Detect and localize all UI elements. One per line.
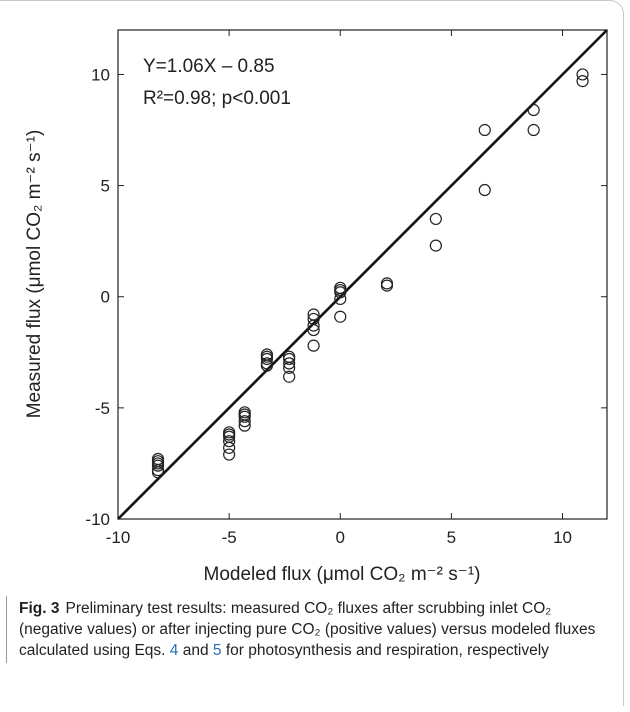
- x-tick-label: 10: [553, 528, 572, 547]
- x-tick-label: -10: [106, 528, 131, 547]
- point: [151, 459, 165, 472]
- point: [429, 212, 442, 226]
- point: [307, 319, 320, 332]
- point: [380, 277, 394, 290]
- x-tick-label: 5: [447, 528, 456, 547]
- chart: Modeled flux (μmol CO₂ m⁻² s⁻¹) Measured…: [24, 29, 608, 585]
- point: [151, 466, 165, 479]
- y-tick-label: 0: [101, 288, 110, 307]
- point: [334, 292, 347, 306]
- point: [283, 357, 296, 370]
- y-tick-label: 5: [101, 177, 110, 196]
- caption-text: Preliminary test results: measured CO₂ f…: [19, 600, 596, 659]
- annotation: Y=1.06X – 0.85: [143, 56, 275, 77]
- point: [238, 415, 251, 428]
- point: [238, 410, 251, 423]
- point: [334, 286, 347, 299]
- point: [527, 103, 540, 117]
- point: [429, 239, 442, 252]
- equation-link[interactable]: 4: [169, 642, 179, 659]
- point: [238, 419, 251, 432]
- point: [478, 123, 491, 137]
- fit-line: [117, 29, 608, 520]
- point: [223, 448, 236, 461]
- annotation: R²=0.98; p<0.001: [143, 88, 291, 109]
- y-tick-label: -10: [85, 510, 110, 529]
- caption-text: and: [178, 642, 213, 659]
- point: [478, 183, 491, 197]
- caption-label: Fig. 3: [19, 600, 60, 617]
- point: [223, 435, 236, 448]
- point: [283, 370, 296, 383]
- x-axis-label: Modeled flux (μmol CO₂ m⁻² s⁻¹): [204, 564, 481, 585]
- point: [223, 441, 236, 454]
- point: [283, 361, 296, 374]
- x-tick-label: 0: [336, 528, 345, 547]
- equation-link[interactable]: 5: [212, 642, 222, 659]
- y-tick-label: -5: [95, 399, 110, 418]
- caption: Fig. 3 Preliminary test results: measured…: [6, 596, 606, 663]
- point: [576, 68, 589, 81]
- point: [576, 75, 589, 88]
- point: [307, 339, 320, 352]
- point: [334, 310, 347, 323]
- point: [260, 359, 274, 372]
- point: [307, 323, 320, 337]
- x-tick-label: -5: [222, 528, 237, 547]
- y-axis-label: Measured flux (μmol CO₂ m⁻² s⁻¹): [24, 130, 45, 419]
- point: [527, 123, 540, 137]
- y-tick-label: 10: [91, 65, 110, 84]
- caption-text: for photosynthesis and respiration, resp…: [221, 642, 549, 659]
- plot-frame: [117, 29, 608, 520]
- point: [283, 352, 296, 366]
- point: [260, 352, 274, 366]
